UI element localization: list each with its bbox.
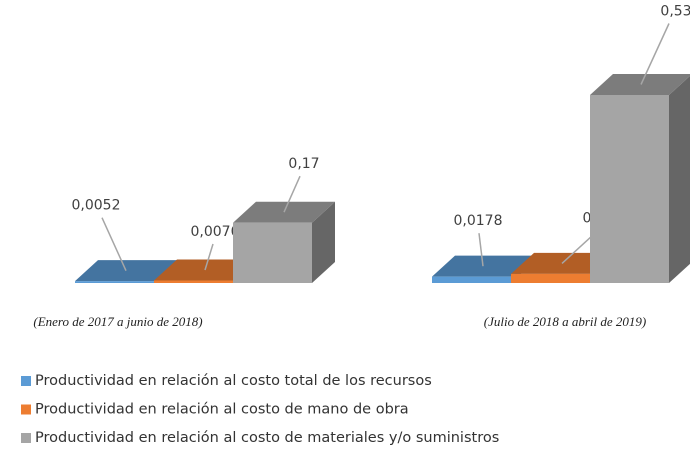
leader-line: [101, 217, 127, 271]
legend-swatch: [21, 404, 31, 415]
bar: [233, 201, 335, 283]
legend-label: Productividad en relación al costo de ma…: [35, 402, 409, 418]
bar-front: [432, 276, 511, 283]
leader-line: [204, 243, 214, 271]
legend-label: Productividad en relación al costo total…: [35, 373, 432, 389]
data-label: 0,0052: [72, 198, 121, 214]
legend-label: Productividad en relación al costo de ma…: [35, 430, 499, 446]
bar-front: [154, 280, 233, 283]
data-label: 0,0178: [454, 213, 503, 229]
bar-side: [312, 201, 335, 283]
category-label: (Julio de 2018 a abril de 2019): [484, 314, 646, 329]
leader-line: [478, 233, 484, 267]
bar-top: [590, 74, 690, 95]
leader-line: [640, 23, 670, 85]
leader-line: [283, 175, 301, 213]
legend-swatch: [21, 433, 31, 443]
bar-side: [669, 75, 690, 283]
bar-front: [590, 95, 669, 283]
data-label: 0,0070: [191, 224, 240, 240]
data-label: 0,53: [660, 4, 690, 20]
bar: [590, 74, 690, 283]
bar-front: [233, 222, 312, 283]
category-label: (Enero de 2017 a junio de 2018): [33, 314, 202, 329]
data-label: 0,17: [288, 156, 319, 172]
bar-front: [75, 281, 154, 283]
legend-swatch: [21, 376, 31, 386]
bar-front: [511, 273, 590, 283]
